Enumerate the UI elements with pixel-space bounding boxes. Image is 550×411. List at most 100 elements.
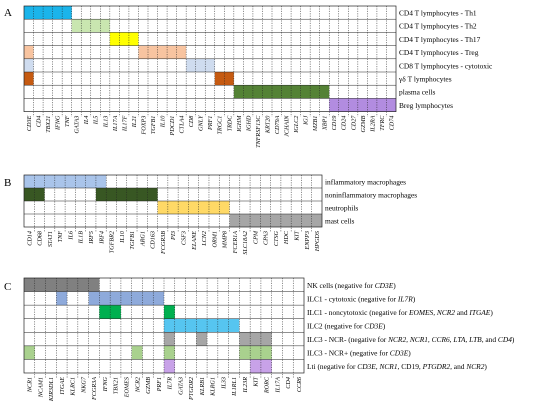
column-label: IRF5 — [88, 231, 95, 245]
column-label: IGLC2 — [293, 116, 300, 134]
row-label: ILC2 (negative for CD3E) — [307, 321, 386, 330]
column-label: IL21 — [131, 116, 138, 129]
column-label: CD163 — [150, 231, 157, 249]
marker-block — [229, 214, 322, 227]
column-label: TGFB1 — [129, 231, 136, 250]
column-label: CTLA4 — [179, 116, 186, 134]
column-label: ARG1 — [139, 231, 146, 247]
column-label: IL1B — [78, 231, 85, 245]
grid-lines — [24, 6, 396, 117]
column-label: TGFBR2 — [109, 231, 116, 253]
row-label: CD4 T lymphocytes - Treg — [399, 48, 479, 57]
column-label: SLC18A2 — [242, 231, 249, 255]
row-label: ILC1 - cytotoxic (negative for IL7R) — [307, 294, 416, 303]
column-label: CD24 — [341, 116, 348, 131]
column-label: ENPP3 — [304, 231, 311, 251]
column-label: FCER1A — [232, 231, 239, 255]
marker-block — [88, 291, 164, 306]
column-label: IL17A — [274, 377, 281, 394]
column-label: IL4 — [83, 116, 90, 126]
row-label: ILC1 - noncytotoxic (negative for EOMES,… — [307, 308, 493, 317]
column-label: IL17A — [112, 115, 119, 132]
marker-block — [164, 305, 175, 319]
column-label: NCR1 — [27, 377, 34, 393]
column-label: TRGC1 — [217, 116, 224, 135]
column-label: IL1RL1 — [231, 377, 238, 397]
panel-c: C NK cells (negative for CD3E) ILC1 - cyto… — [4, 277, 515, 402]
row-label: ILC3 - NCR+ (negative for CD3E) — [307, 349, 411, 358]
column-label: CD8 — [188, 115, 195, 128]
column-label: IL13 — [102, 116, 109, 129]
column-label: PRF1 — [156, 377, 163, 392]
row-label: CD8 T lymphocytes - cytotoxic — [399, 61, 493, 70]
column-label: PDCD1 — [169, 116, 176, 137]
marker-block — [138, 45, 187, 59]
column-label: ITGAE — [59, 377, 66, 396]
row-label: inflammatory macrophages — [325, 177, 406, 186]
column-label: PTGDR2 — [188, 377, 195, 401]
column-label: TNF — [64, 115, 71, 127]
column-label: CSF3 — [180, 231, 187, 245]
row-label: Lti (negative for CD3E, NCR1, CD19, PTGD… — [307, 362, 487, 371]
panel-a: A CD4 T lymphocytes - Th1 CD4 T lymphocyte… — [4, 5, 493, 148]
grid-frame — [23, 174, 323, 228]
column-label: RORC — [264, 376, 271, 394]
marker-block — [24, 45, 34, 59]
row-label: CD4 T lymphocytes - Th17 — [399, 35, 481, 44]
column-label: HPGDS — [314, 231, 321, 252]
column-label: ORM1 — [211, 231, 218, 248]
column-label: IL2RA — [369, 115, 376, 132]
column-label: IL33 — [220, 377, 227, 390]
grid-frame — [23, 277, 305, 374]
row-label: NK cells (negative for CD3E) — [307, 281, 396, 290]
column-label: ELANE — [191, 231, 198, 251]
marker-block — [24, 278, 100, 292]
column-label: IFNG — [102, 376, 109, 392]
marker-block — [24, 58, 34, 72]
marker-block — [164, 318, 240, 333]
column-label: CD68 — [37, 230, 44, 246]
column-label: TFRC — [379, 115, 386, 131]
column-label: MZB1 — [312, 116, 319, 132]
marker-block — [329, 98, 396, 112]
column-label: GZMB — [360, 115, 367, 132]
marker-block — [250, 359, 272, 373]
column-label: KLRC1 — [70, 377, 77, 397]
marker-block — [24, 6, 72, 20]
column-label: NCR2 — [134, 377, 141, 393]
grid-lines — [24, 278, 304, 378]
column-label: TGFB1 — [150, 116, 157, 135]
marker-block — [131, 345, 143, 360]
column-label: EOMES — [124, 377, 131, 398]
column-label: XBP1 — [322, 116, 329, 131]
column-label: TBX21 — [45, 116, 52, 133]
marker-block — [196, 332, 208, 346]
marker-block — [24, 175, 107, 188]
column-label: PI3 — [170, 231, 177, 241]
column-label: FCGR3A — [91, 377, 98, 401]
column-label: CD79A — [274, 115, 281, 134]
column-label: CD27 — [350, 115, 357, 131]
column-label: CD19 — [331, 116, 338, 131]
column-label: CPM — [252, 230, 259, 244]
row-label: neutrophils — [325, 203, 358, 212]
column-label: IL5 — [93, 116, 100, 126]
column-label: GATA3 — [74, 116, 81, 134]
panel-label: C — [4, 281, 11, 293]
column-label: KLRG1 — [210, 377, 217, 397]
column-label: IRF4 — [98, 231, 105, 245]
column-label: KRT20 — [264, 115, 271, 134]
marker-block — [164, 345, 175, 360]
column-label: KIT — [253, 376, 260, 387]
column-label: CD4 — [285, 377, 292, 389]
column-label: KIT — [294, 230, 301, 241]
column-label: GATA3 — [177, 377, 184, 395]
column-label: CD4 — [36, 116, 43, 128]
row-label: Breg lymphocytes — [399, 101, 453, 110]
row-label: CD4 T lymphocytes - Th1 — [399, 9, 477, 18]
column-label: MMP8 — [222, 230, 229, 249]
column-label: GNLY — [198, 115, 205, 131]
column-label: NCAM1 — [37, 377, 44, 398]
column-label: GZMB — [145, 377, 152, 394]
